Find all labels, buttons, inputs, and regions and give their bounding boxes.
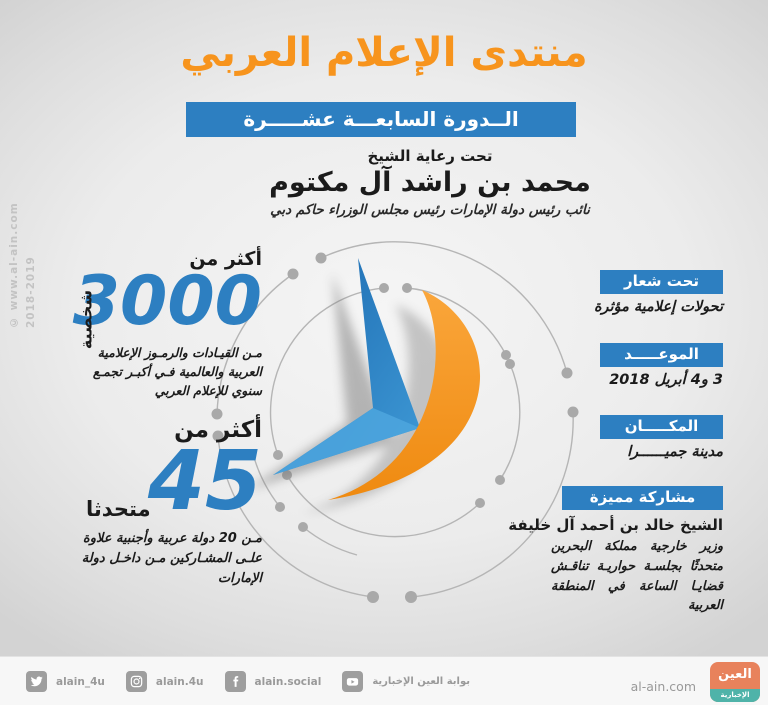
website-url[interactable]: al-ain.com xyxy=(630,679,696,694)
stat-3000-prefix: أكثر من xyxy=(189,248,262,270)
forum-logo-artwork xyxy=(211,241,579,603)
info-block-participation: مشاركة مميزة الشيخ خالد بن أحمد آل خليفة… xyxy=(508,486,723,616)
alain-logo: العين الإخبارية xyxy=(710,662,760,702)
patron-title: نائب رئيس دولة الإمارات رئيس مجلس الوزرا… xyxy=(270,202,590,218)
logo-shadows xyxy=(247,273,454,514)
stat-45-value: 45 xyxy=(147,434,262,529)
patron-name: محمد بن راشد آل مكتوم xyxy=(269,167,591,198)
logo-blue-chevron xyxy=(273,258,420,475)
stat-45-block: أكثر من 45 متحدثا مـن 20 دولة عربية وأجن… xyxy=(70,417,262,589)
stat-3000-value: 3000 xyxy=(72,262,262,341)
social-links: alain_4u alain.4u alain.social بوابة الع… xyxy=(26,671,482,692)
patronage-block: تحت رعاية الشيخ محمد بن راشد آل مكتوم نا… xyxy=(140,147,720,218)
session-badge: الــدورة السابعـــة عشـــــرة xyxy=(186,102,576,137)
facebook-icon[interactable] xyxy=(224,671,246,692)
stat-45-desc: مـن 20 دولة عربية وأجنبية علاوة علـى الم… xyxy=(81,530,262,587)
info-block-slogan: تحت شعار تحولات إعلامية مؤثرة xyxy=(551,270,723,315)
page-title: منتدى الإعلام العربي xyxy=(180,30,588,76)
venue-text: مدينة جميــــــرا xyxy=(627,444,723,460)
network-dots xyxy=(211,252,579,603)
twitter-icon[interactable] xyxy=(26,671,47,692)
slogan-label: تحت شعار xyxy=(600,270,723,294)
facebook-handle[interactable]: alain.social xyxy=(254,675,322,688)
youtube-icon[interactable] xyxy=(342,671,364,692)
network-circle-outer xyxy=(216,241,574,598)
network-circle-inner xyxy=(269,287,521,538)
stat-45-prefix: أكثر من xyxy=(174,417,262,443)
stat-3000-block: أكثر من 3000 شخصية مـن القيـادات والرمـو… xyxy=(70,248,262,401)
twitter-handle[interactable]: alain_4u xyxy=(56,675,105,688)
stat-3000-unit: شخصية xyxy=(76,289,96,350)
date-label: الموعـــــد xyxy=(600,343,723,367)
info-block-venue: المكـــــان مدينة جميــــــرا xyxy=(551,415,723,460)
patronage-intro: تحت رعاية الشيخ xyxy=(367,147,493,165)
info-block-date: الموعـــــد 3 و4 أبريل 2018 xyxy=(551,343,723,388)
stat-45-unit: متحدثا xyxy=(86,497,151,521)
youtube-handle[interactable]: بوابة العين الإخبارية xyxy=(372,676,470,687)
footer-bar: alain_4u alain.4u alain.social بوابة الع… xyxy=(0,656,768,705)
participant-name: الشيخ خالد بن أحمد آل خليفة xyxy=(508,516,723,534)
slogan-text: تحولات إعلامية مؤثرة xyxy=(593,299,723,315)
instagram-icon[interactable] xyxy=(125,671,147,692)
alain-logo-name: العين xyxy=(718,667,752,682)
instagram-handle[interactable]: alain.4u xyxy=(155,675,204,688)
stat-3000-desc: مـن القيـادات والرمـوز الإعلامية العربية… xyxy=(92,344,262,399)
logo-orange-crescent xyxy=(328,290,481,500)
date-text: 3 و4 أبريل 2018 xyxy=(609,372,723,388)
copyright-watermark: © www.al-ain.com 2018-2019 xyxy=(8,202,37,328)
alain-logo-tagline: الإخبارية xyxy=(710,689,760,702)
participant-desc: وزير خارجية مملكة البحرين متحدثًا بجلسـة… xyxy=(551,539,723,614)
venue-label: المكـــــان xyxy=(600,415,723,439)
participation-label: مشاركة مميزة xyxy=(562,486,723,510)
